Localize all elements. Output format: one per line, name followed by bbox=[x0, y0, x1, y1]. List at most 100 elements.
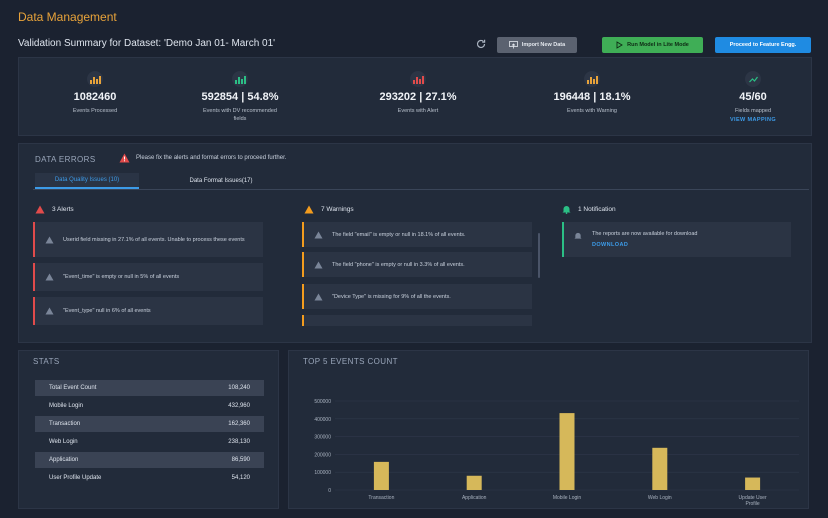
warning-triangle-icon bbox=[314, 231, 323, 238]
bar-chart-icon bbox=[232, 71, 248, 87]
summary-label: Events with DV recommended fields bbox=[203, 108, 277, 122]
summary-label: Events Processed bbox=[72, 108, 118, 114]
top-events-chart-panel: TOP 5 EVENTS COUNT 0 100000 200000 300000 40… bbox=[288, 350, 809, 509]
page-title: Validation Summary for Dataset: 'Demo Ja… bbox=[18, 38, 276, 49]
summary-value: 1082460 bbox=[73, 91, 117, 103]
summary-label: Events with Alert bbox=[397, 108, 439, 114]
run-button-label: Run Model in Lite Mode bbox=[627, 42, 689, 48]
stats-row-label: Total Event Count bbox=[49, 385, 97, 391]
chart-x-tick-label: Profile bbox=[746, 501, 760, 507]
stats-row: Total Event Count 108,240 bbox=[35, 380, 264, 396]
warning-triangle-icon bbox=[119, 153, 130, 163]
chart-bar bbox=[559, 413, 575, 490]
warnings-title: 7 Warnings bbox=[321, 206, 354, 213]
stats-row: Mobile Login 432,960 bbox=[35, 398, 264, 414]
top-events-bar-chart: 0 100000 200000 300000 400000 500000 Transacti… bbox=[314, 399, 799, 507]
download-link[interactable]: DOWNLOAD bbox=[592, 242, 629, 248]
alert-text: "Event_type" null in 6% of all events bbox=[63, 308, 151, 314]
bar-chart-icon bbox=[584, 71, 600, 87]
alert-triangle-icon bbox=[45, 236, 54, 243]
chart-y-tick-label: 100000 bbox=[314, 470, 331, 476]
stats-row: Application 86,590 bbox=[35, 452, 264, 468]
chart-bar bbox=[652, 447, 668, 490]
summary-events-alert: 293202 | 27.1% Events with Alert bbox=[358, 58, 478, 115]
summary-fields-mapped: 45/60 Fields mapped VIEW MAPPING bbox=[693, 58, 813, 123]
summary-label: Fields mapped bbox=[734, 108, 772, 114]
summary-events-warning: 196448 | 18.1% Events with Warning bbox=[532, 58, 652, 115]
import-new-data-button[interactable]: Import New Data bbox=[497, 37, 577, 53]
stats-row-value: 86,590 bbox=[231, 457, 250, 463]
warning-item[interactable]: The field "email" is empty or null in 18… bbox=[302, 222, 532, 247]
chart-x-tick-label: Update User bbox=[739, 495, 767, 501]
run-model-button[interactable]: Run Model in Lite Mode bbox=[602, 37, 703, 53]
chart-y-tick-label: 400000 bbox=[314, 417, 331, 423]
chart-bar bbox=[373, 461, 389, 490]
tab-data-format-issues[interactable]: Data Format Issues(17) bbox=[189, 178, 253, 184]
chart-x-tick-label: Mobile Login bbox=[553, 495, 582, 501]
warning-text: The field "email" is empty or null in 18… bbox=[332, 231, 466, 238]
proceed-button[interactable]: Proceed to Feature Engg. bbox=[715, 37, 811, 53]
summary-events-processed: 1082460 Events Processed bbox=[35, 58, 155, 115]
import-button-label: Import New Data bbox=[521, 42, 566, 48]
stats-row-label: Application bbox=[49, 457, 79, 463]
stats-row-label: Mobile Login bbox=[49, 403, 84, 409]
stats-row-label: Transaction bbox=[49, 421, 81, 427]
warning-item[interactable]: The field "phone" is empty or null in 3.… bbox=[302, 252, 532, 277]
summary-value: 45/60 bbox=[739, 91, 767, 103]
alerts-title: 3 Alerts bbox=[52, 206, 74, 213]
notification-text: The reports are now available for downlo… bbox=[592, 231, 698, 237]
notifications-title: 1 Notification bbox=[578, 206, 616, 213]
stats-title: STATS bbox=[33, 357, 60, 366]
alert-item[interactable]: "Event_type" null in 6% of all events bbox=[33, 297, 263, 325]
warning-text: The field "phone" is empty or null in 3.… bbox=[332, 261, 465, 268]
warning-item-partial[interactable] bbox=[302, 315, 532, 326]
alert-item[interactable]: "Event_time" is empty or null in 5% of a… bbox=[33, 263, 263, 291]
alert-triangle-icon bbox=[45, 273, 54, 281]
errors-banner-text: Please fix the alerts and format errors … bbox=[136, 155, 287, 161]
warning-item[interactable]: "Device Type" is missing for 9% of all t… bbox=[302, 284, 532, 309]
stats-row-value: 432,960 bbox=[228, 403, 250, 409]
summary-value: 293202 | 27.1% bbox=[379, 91, 457, 103]
stats-row-value: 238,130 bbox=[228, 439, 250, 445]
stats-row-value: 162,360 bbox=[228, 421, 250, 427]
warnings-scrollbar[interactable] bbox=[538, 233, 540, 278]
notifications-heading: 1 Notification bbox=[562, 205, 616, 214]
summary-label: Events with Warning bbox=[567, 108, 617, 114]
chart-y-tick-label: 500000 bbox=[314, 399, 331, 405]
summary-value: 196448 | 18.1% bbox=[553, 91, 631, 103]
warning-triangle-icon bbox=[304, 205, 314, 214]
warning-text: "Device Type" is missing for 9% of all t… bbox=[332, 293, 451, 300]
tab-data-quality-issues[interactable]: Data Quality Issues (10) bbox=[35, 173, 139, 189]
stats-row: Transaction 162,360 bbox=[35, 416, 264, 432]
alert-text: Userid field missing in 27.1% of all eve… bbox=[63, 236, 245, 243]
errors-tabbar: Data Quality Issues (10) Data Format Iss… bbox=[33, 173, 809, 190]
alert-item[interactable]: Userid field missing in 27.1% of all eve… bbox=[33, 222, 263, 257]
chart-bar bbox=[466, 475, 482, 490]
summary-value: 592854 | 54.8% bbox=[201, 91, 279, 103]
view-mapping-link[interactable]: VIEW MAPPING bbox=[729, 117, 777, 123]
chart-x-tick-label: Transaction bbox=[368, 495, 394, 501]
bell-icon bbox=[574, 232, 582, 239]
play-icon bbox=[616, 41, 624, 49]
validation-summary-panel: 1082460 Events Processed 592854 | 54.8% … bbox=[18, 57, 812, 136]
stats-row: User Profile Update 54,120 bbox=[35, 470, 264, 486]
stats-row-value: 108,240 bbox=[228, 385, 250, 391]
notification-item: The reports are now available for downlo… bbox=[562, 222, 791, 257]
chart-title: TOP 5 EVENTS COUNT bbox=[303, 357, 398, 366]
stats-row-value: 54,120 bbox=[231, 475, 250, 481]
refresh-icon[interactable] bbox=[475, 38, 487, 50]
data-errors-heading: DATA ERRORS bbox=[35, 155, 96, 164]
chart-y-tick-label: 200000 bbox=[314, 452, 331, 458]
chart-x-tick-label: Web Login bbox=[648, 495, 672, 501]
chart-y-tick-label: 0 bbox=[328, 488, 331, 494]
warning-triangle-icon bbox=[314, 293, 323, 300]
alert-triangle-icon bbox=[35, 205, 45, 214]
warning-triangle-icon bbox=[314, 261, 323, 268]
bell-icon bbox=[562, 206, 571, 214]
alert-text: "Event_time" is empty or null in 5% of a… bbox=[63, 274, 180, 280]
stats-row-label: Web Login bbox=[49, 439, 78, 445]
bar-chart-icon bbox=[87, 71, 103, 87]
summary-recommended-fields: 592854 | 54.8% Events with DV recommende… bbox=[180, 58, 300, 123]
chart-y-tick-label: 300000 bbox=[314, 435, 331, 441]
chart-x-tick-label: Application bbox=[462, 495, 487, 501]
